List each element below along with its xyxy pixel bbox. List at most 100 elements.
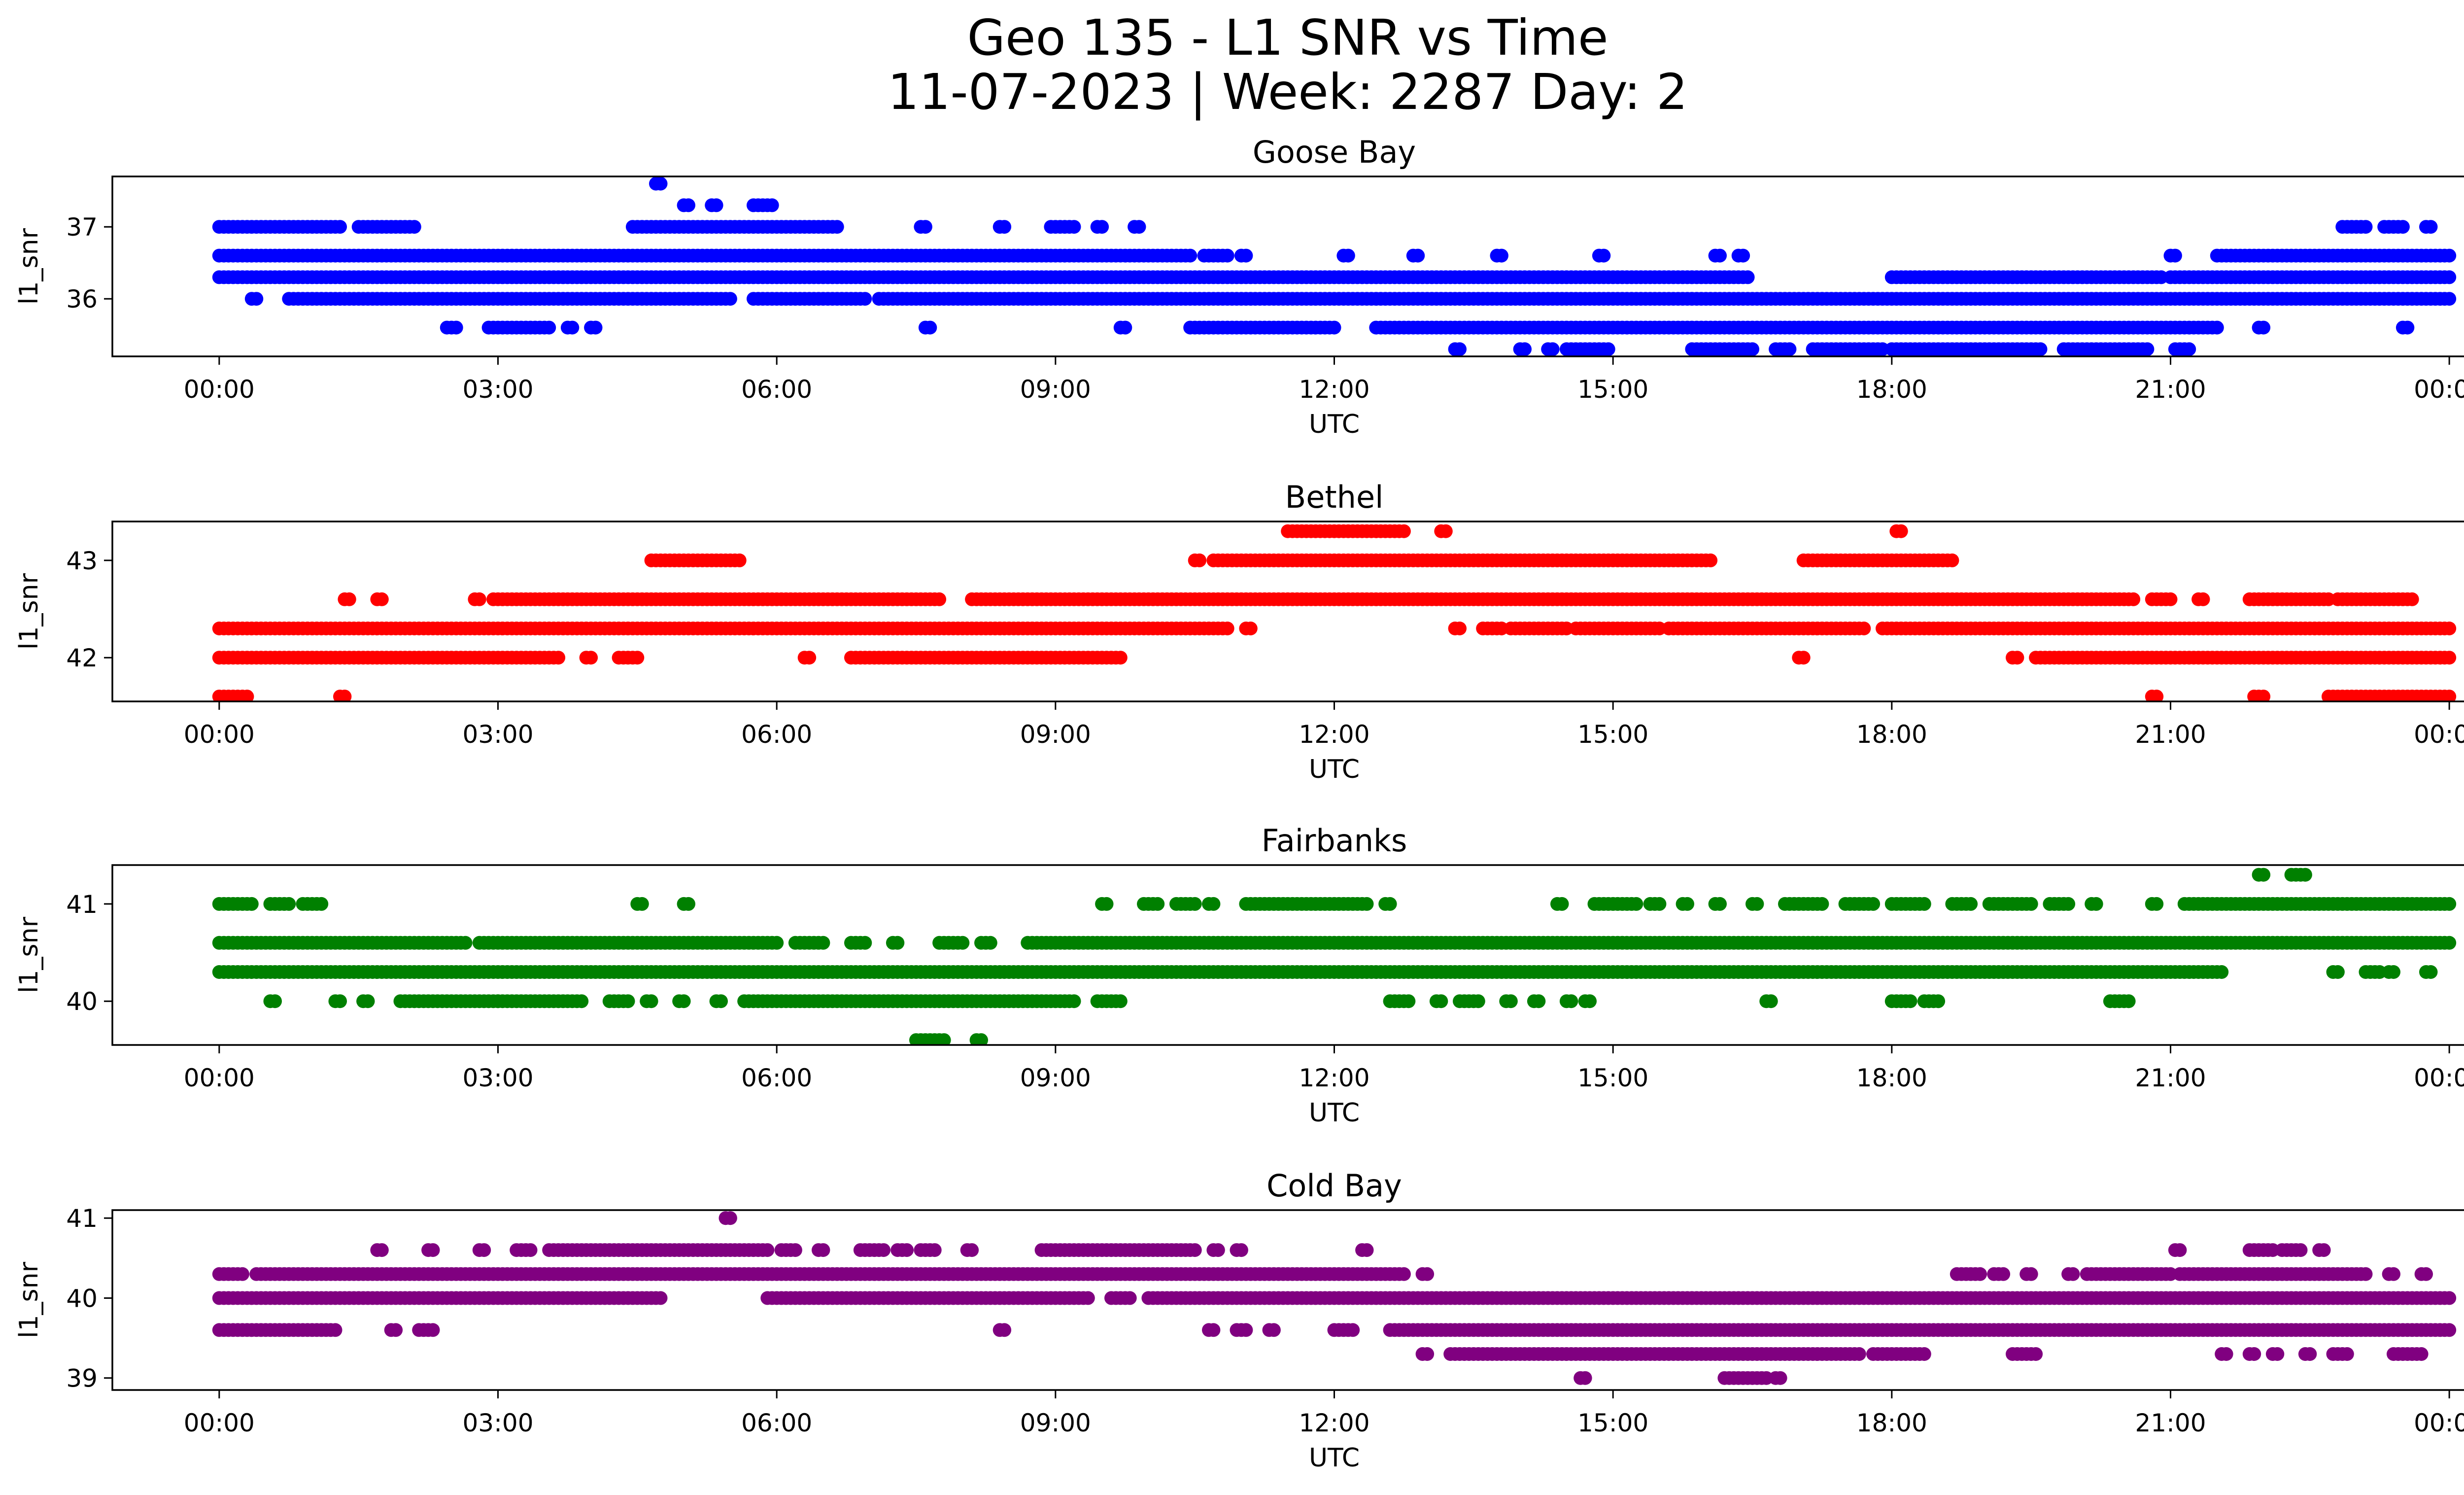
data-point <box>551 651 566 665</box>
snr-level-40 <box>263 994 2136 1008</box>
data-point <box>2196 592 2210 606</box>
data-point <box>1713 897 1727 911</box>
data-point <box>709 198 723 212</box>
data-point <box>1931 994 1946 1008</box>
data-point <box>1402 994 1416 1008</box>
data-point <box>1327 320 1341 335</box>
axes-frame-bethel <box>111 521 2464 702</box>
x-tick-label: 18:00 <box>1856 375 1927 404</box>
x-tick-label: 03:00 <box>462 1064 533 1092</box>
data-point <box>1081 1291 1095 1305</box>
data-point <box>1411 248 1425 263</box>
snr-level-36-6 <box>212 248 2457 263</box>
data-point <box>635 897 649 911</box>
data-point <box>714 994 728 1008</box>
snr-level-42 <box>212 651 2457 665</box>
data-point <box>2293 1243 2308 1257</box>
snr-level-42-6 <box>338 592 2419 606</box>
data-point <box>375 592 389 606</box>
data-point <box>2387 1267 2400 1281</box>
data-point <box>1532 994 1546 1008</box>
x-axis-label: UTC <box>1309 1098 1360 1128</box>
y-tick-label: 40 <box>66 987 98 1016</box>
snr-level-41-6 <box>212 690 2457 701</box>
y-axis-label: l1_snr <box>14 228 44 305</box>
data-point <box>997 220 1012 234</box>
data-point <box>788 1243 802 1257</box>
data-point <box>1360 897 1374 911</box>
data-point <box>2182 342 2196 356</box>
data-point <box>1360 1243 1374 1257</box>
x-tick-label: 12:00 <box>1299 375 1369 404</box>
y-tick-label: 42 <box>66 644 98 672</box>
data-point <box>2298 868 2312 882</box>
data-point <box>2359 1267 2373 1281</box>
data-point <box>1420 1267 1435 1281</box>
data-point <box>1243 622 1258 635</box>
data-point <box>268 994 282 1008</box>
snr-level-35-6 <box>440 320 2415 335</box>
data-point <box>1545 342 1560 356</box>
subplot-title-goose-bay: Goose Bay <box>1253 134 1416 170</box>
data-point <box>2419 1267 2433 1281</box>
x-axis-label: UTC <box>1309 755 1360 784</box>
data-point <box>2024 897 2038 911</box>
data-point <box>477 1243 491 1257</box>
data-point <box>2173 1243 2187 1257</box>
x-tick-label: 03:00 <box>462 720 533 749</box>
data-point <box>407 220 421 234</box>
x-tick-label: 15:00 <box>1577 1064 1648 1092</box>
x-tick-label: 00:00 <box>2414 1064 2464 1092</box>
data-point <box>2424 965 2438 979</box>
scatter-series-fairbanks <box>212 868 2457 1045</box>
x-tick-label: 18:00 <box>1856 1064 1927 1092</box>
x-tick-label: 12:00 <box>1299 1064 1369 1092</box>
snr-level-40-6 <box>212 936 2457 950</box>
data-point <box>1713 248 1727 263</box>
data-point <box>449 320 463 335</box>
data-point <box>1782 342 1797 356</box>
data-point <box>1903 994 1917 1008</box>
data-point <box>426 1243 440 1257</box>
data-point <box>1601 342 1615 356</box>
x-tick-label: 21:00 <box>2135 375 2206 404</box>
data-point <box>918 220 932 234</box>
data-point <box>770 936 784 950</box>
data-point <box>621 994 635 1008</box>
snr-level-36-3 <box>212 270 2457 284</box>
data-point <box>1518 342 1532 356</box>
data-point <box>2442 622 2457 635</box>
data-point <box>1964 897 1978 911</box>
data-point <box>342 592 356 606</box>
data-point <box>2396 220 2410 234</box>
data-point <box>653 1291 668 1305</box>
data-point <box>1183 248 1198 263</box>
data-point <box>2257 690 2271 701</box>
data-point <box>333 220 347 234</box>
data-point <box>653 176 668 191</box>
data-point <box>723 1211 737 1225</box>
data-point <box>1680 897 1694 911</box>
x-tick-label: 09:00 <box>1020 720 1091 749</box>
data-point <box>1866 897 1881 911</box>
y-tick-label: 41 <box>66 890 98 919</box>
data-point <box>2442 270 2457 284</box>
data-point <box>983 936 997 950</box>
data-point <box>249 292 264 306</box>
data-point <box>1397 524 1411 538</box>
x-tick-label: 06:00 <box>741 720 812 749</box>
snr-level-40-6 <box>370 1243 2331 1257</box>
snr-level-41-3 <box>2252 868 2312 882</box>
data-point <box>523 1243 538 1257</box>
data-point <box>1504 994 1518 1008</box>
x-tick-label: 18:00 <box>1856 720 1927 749</box>
x-tick-label: 06:00 <box>741 1064 812 1092</box>
data-point <box>2010 651 2024 665</box>
data-point <box>333 994 347 1008</box>
snr-level-41 <box>719 1211 737 1225</box>
data-point <box>900 1243 914 1257</box>
data-point <box>1118 320 1132 335</box>
